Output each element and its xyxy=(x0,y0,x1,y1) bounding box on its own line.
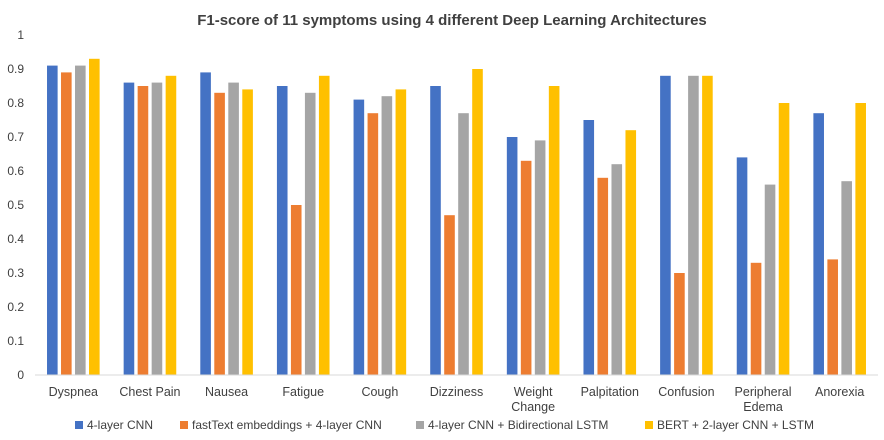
x-category-label: Change xyxy=(511,400,555,414)
x-category-label: Cough xyxy=(361,385,398,399)
x-category-label: Dyspnea xyxy=(49,385,98,399)
bar-series-2 xyxy=(214,92,225,376)
bar-series-4 xyxy=(472,69,483,375)
bar-series-2 xyxy=(674,273,685,375)
bar-series-3 xyxy=(75,65,86,375)
bar-series-1 xyxy=(47,65,58,375)
x-category-label: Fatigue xyxy=(282,385,324,399)
x-category-label: Confusion xyxy=(658,385,714,399)
legend-label: 4-layer CNN + Bidirectional LSTM xyxy=(428,418,608,432)
y-tick-label: 0.5 xyxy=(7,198,24,212)
bar-series-1 xyxy=(276,86,288,375)
y-tick-label: 0.4 xyxy=(7,232,24,246)
bar-series-3 xyxy=(304,92,316,376)
bar-series-1 xyxy=(200,72,211,376)
legend-label: 4-layer CNN xyxy=(87,418,153,432)
bar-series-2 xyxy=(520,160,532,375)
legend-swatch xyxy=(180,421,188,429)
bar-series-4 xyxy=(165,75,177,376)
bar-series-4 xyxy=(625,130,637,375)
bar-series-1 xyxy=(506,137,518,375)
bar-series-4 xyxy=(778,103,790,375)
legend-label: BERT + 2-layer CNN + LSTM xyxy=(657,418,814,432)
bar-series-4 xyxy=(548,86,560,375)
bar-series-1 xyxy=(736,157,748,375)
x-category-label: Peripheral xyxy=(735,385,792,399)
x-axis: Dyspnea Chest Pain Nausea Fatigue Cough Dizzi… xyxy=(49,385,865,414)
legend-swatch xyxy=(416,421,424,429)
bar-series-2 xyxy=(137,86,149,375)
bar-series-1 xyxy=(353,99,365,375)
x-category-label: Palpitation xyxy=(581,385,639,399)
bar-series-4 xyxy=(855,103,866,375)
bar-series-2 xyxy=(444,215,455,375)
bar-series-2 xyxy=(290,205,302,375)
x-category-label: Anorexia xyxy=(815,385,864,399)
y-tick-label: 0.1 xyxy=(7,334,24,348)
bar-series-3 xyxy=(381,96,393,375)
legend: 4-layer CNN fastText embeddings + 4-layer… xyxy=(75,418,814,432)
y-axis: 0 0.1 0.2 0.3 0.4 0.5 0.6 0.7 0.8 0.9 1 xyxy=(7,28,24,382)
bar-series-2 xyxy=(61,72,72,376)
y-tick-label: 0.7 xyxy=(7,130,24,144)
y-tick-label: 0.9 xyxy=(7,62,24,76)
bar-series-4 xyxy=(89,58,100,376)
y-tick-label: 0.6 xyxy=(7,164,24,178)
legend-label: fastText embeddings + 4-layer CNN xyxy=(192,418,382,432)
bar-series-3 xyxy=(151,82,163,375)
bar-series-1 xyxy=(660,75,671,376)
bar-series-3 xyxy=(764,184,776,375)
bar-series-3 xyxy=(534,140,546,375)
x-category-label: Dizziness xyxy=(430,385,484,399)
y-tick-label: 0 xyxy=(17,368,24,382)
bar-series-3 xyxy=(228,82,239,375)
y-tick-label: 1 xyxy=(17,28,24,42)
legend-swatch xyxy=(75,421,83,429)
y-tick-label: 0.2 xyxy=(7,300,24,314)
bar-series-2 xyxy=(750,262,762,375)
bar-series-3 xyxy=(611,164,623,375)
chart-title: F1-score of 11 symptoms using 4 differen… xyxy=(197,12,707,29)
y-tick-label: 0.3 xyxy=(7,266,24,280)
bar-series-4 xyxy=(702,75,713,376)
bar-series-3 xyxy=(458,113,469,375)
x-category-label: Nausea xyxy=(205,385,248,399)
x-category-label: Chest Pain xyxy=(119,385,180,399)
bar-series-4 xyxy=(242,89,253,376)
y-tick-label: 0.8 xyxy=(7,96,24,110)
bar-series-1 xyxy=(123,82,135,375)
x-category-label: Edema xyxy=(743,400,783,414)
bar-series-1 xyxy=(430,86,441,375)
bar-series-3 xyxy=(841,181,852,375)
legend-swatch xyxy=(645,421,653,429)
bar-series-4 xyxy=(395,89,407,376)
bar-series-1 xyxy=(813,113,824,375)
bar-series-2 xyxy=(597,177,609,375)
bar-series-1 xyxy=(583,120,595,375)
bar-series-4 xyxy=(318,75,330,376)
bars xyxy=(47,58,866,376)
bar-series-3 xyxy=(688,75,699,376)
bar-series-2 xyxy=(367,113,379,375)
bar-series-2 xyxy=(827,259,838,375)
x-category-label: Weight xyxy=(514,385,553,399)
